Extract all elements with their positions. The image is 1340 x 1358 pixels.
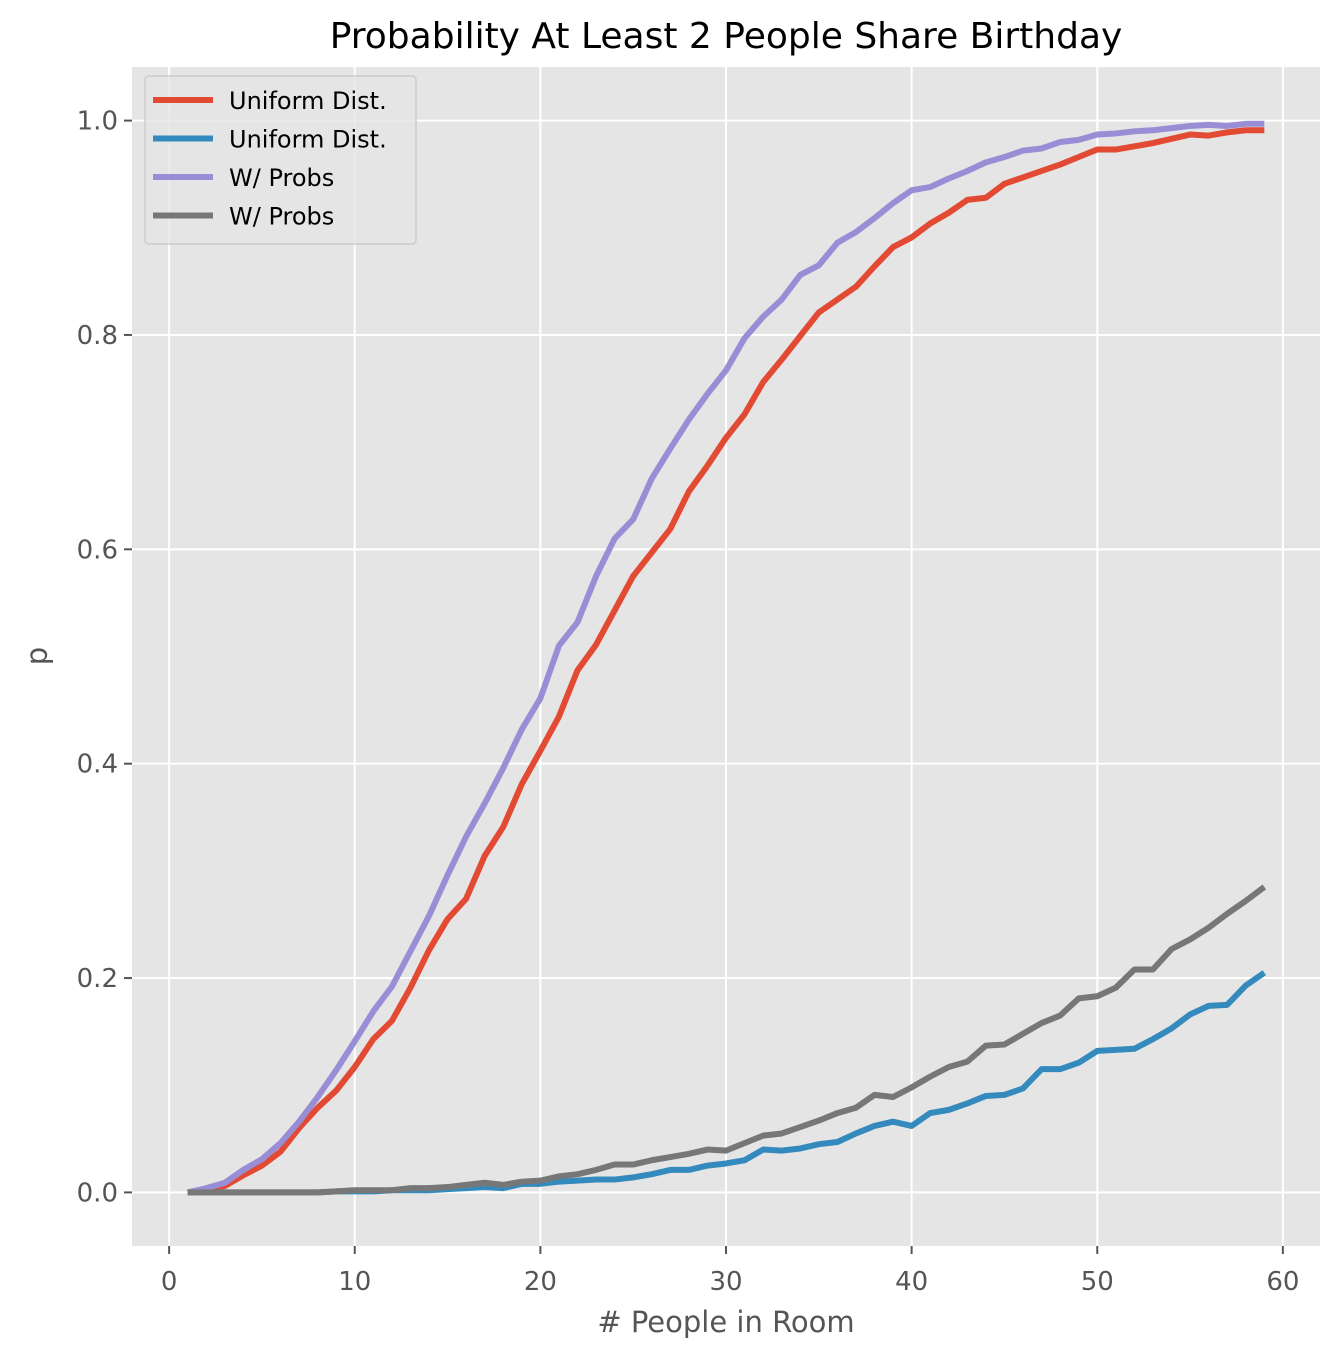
y-tick-label: 0.2: [77, 964, 118, 994]
x-tick-label: 40: [895, 1267, 928, 1297]
y-axis-label: p: [20, 647, 54, 665]
series-line-4: [187, 884, 1267, 1196]
legend-label-4: W/ Probs: [229, 203, 334, 231]
series-line-3: [187, 120, 1265, 1196]
y-tick-label: 0.6: [77, 535, 118, 565]
x-tick-label: 20: [524, 1267, 557, 1297]
legend: Uniform Dist. Uniform Dist. W/ Probs W/ Pro…: [144, 75, 417, 245]
y-tick-label: 0.4: [77, 750, 118, 780]
chart-title: Probability At Least 2 People Share Birt…: [330, 16, 1123, 57]
x-tick-label: 30: [709, 1267, 742, 1297]
legend-label-1: Uniform Dist.: [229, 87, 387, 115]
y-tick-label: 1.0: [77, 107, 118, 137]
x-tick-label: 50: [1081, 1267, 1114, 1297]
x-axis-label: # People in Room: [597, 1305, 854, 1339]
series-line-1: [187, 127, 1265, 1196]
legend-box: [144, 75, 417, 245]
y-tick-label: 0.0: [77, 1178, 118, 1208]
x-tick-label: 60: [1266, 1267, 1299, 1297]
x-tick-label: 0: [161, 1267, 178, 1297]
x-tick-label: 10: [338, 1267, 371, 1297]
legend-label-2: Uniform Dist.: [229, 126, 387, 154]
axis-ticks: 0 10 20 30 40 50 60 0.0 0.2 0.4 0.6 0.8 1.0: [77, 107, 1300, 1297]
y-tick-label: 0.8: [77, 321, 118, 351]
series-lines: [187, 120, 1267, 1196]
legend-label-3: W/ Probs: [229, 164, 334, 192]
